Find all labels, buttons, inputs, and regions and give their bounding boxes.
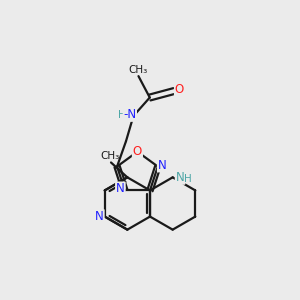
Text: N: N xyxy=(95,210,104,223)
Text: N: N xyxy=(116,182,125,195)
Text: -N: -N xyxy=(123,108,136,121)
Text: CH₃: CH₃ xyxy=(128,64,148,75)
Text: H: H xyxy=(118,110,126,120)
Text: N: N xyxy=(176,171,184,184)
Text: N: N xyxy=(158,158,167,172)
Text: H: H xyxy=(184,174,191,184)
Text: O: O xyxy=(175,83,184,96)
Text: O: O xyxy=(133,145,142,158)
Text: CH₃: CH₃ xyxy=(101,151,120,161)
